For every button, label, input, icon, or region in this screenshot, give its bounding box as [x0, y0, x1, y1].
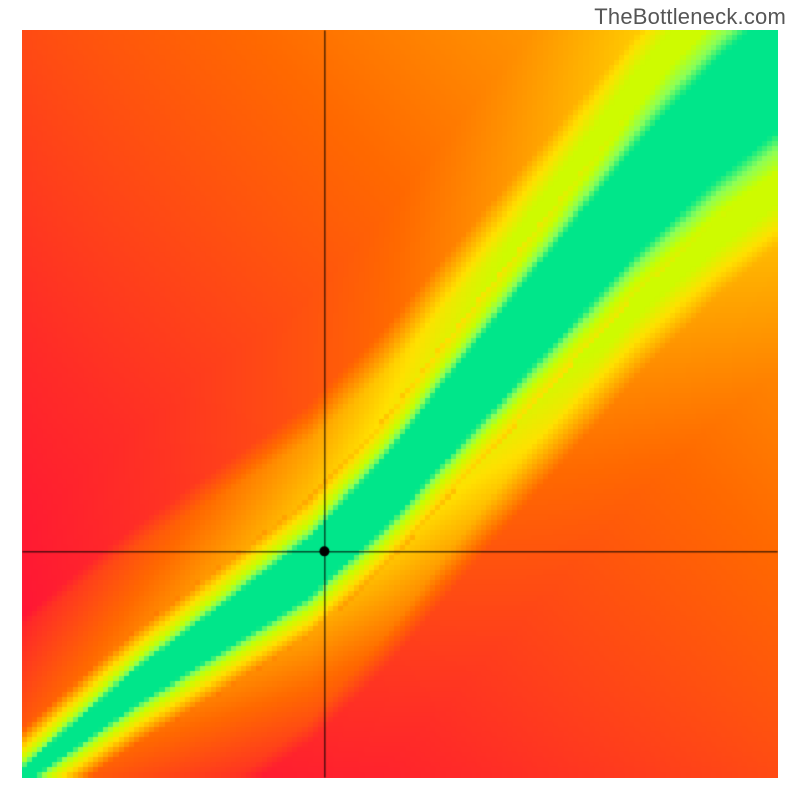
heatmap-canvas	[22, 30, 778, 778]
chart-container: TheBottleneck.com	[0, 0, 800, 800]
plot-frame	[22, 30, 778, 778]
watermark-text: TheBottleneck.com	[594, 4, 786, 30]
